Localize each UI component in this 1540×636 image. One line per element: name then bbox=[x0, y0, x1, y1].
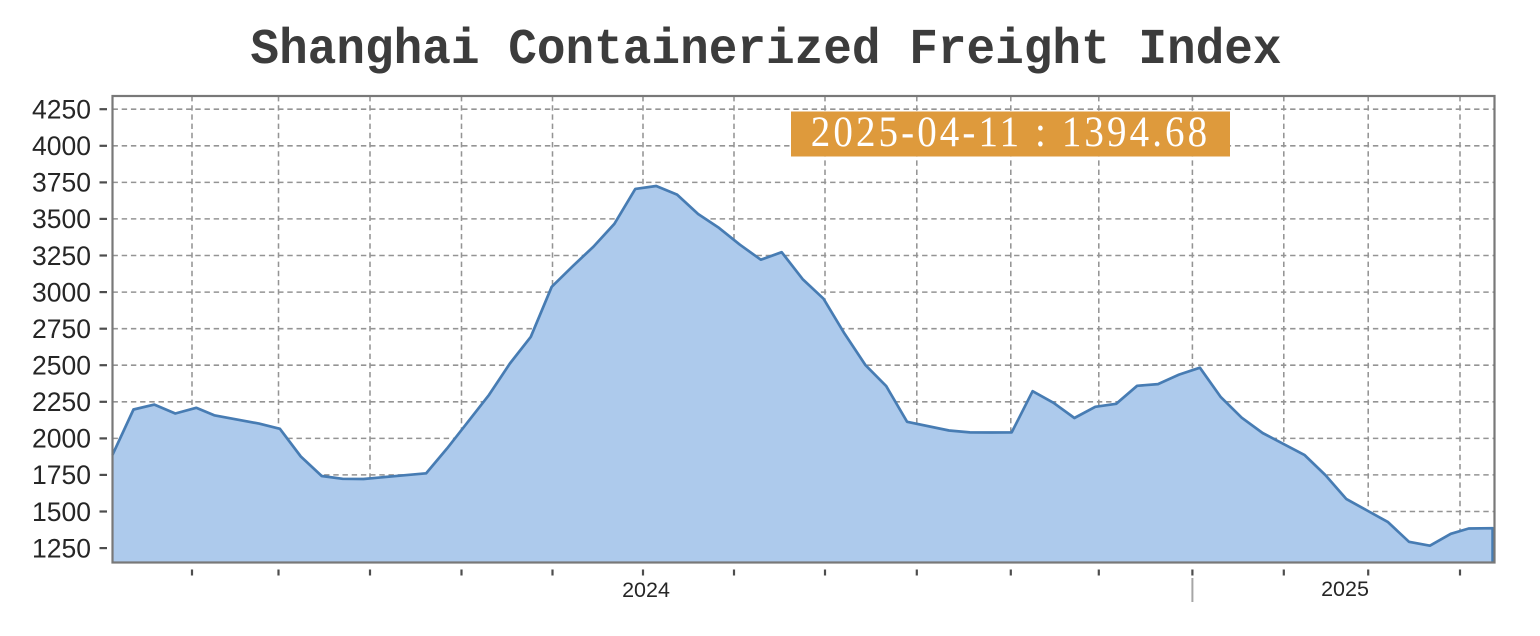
svg-text:1250: 1250 bbox=[32, 533, 91, 563]
svg-text:1750: 1750 bbox=[32, 460, 91, 490]
svg-text:2750: 2750 bbox=[32, 314, 91, 344]
svg-text:4000: 4000 bbox=[32, 131, 91, 161]
svg-text:4250: 4250 bbox=[32, 95, 91, 125]
svg-text:2025: 2025 bbox=[1321, 577, 1369, 601]
svg-text:3500: 3500 bbox=[32, 204, 91, 234]
svg-text:2000: 2000 bbox=[32, 424, 91, 454]
svg-text:1500: 1500 bbox=[32, 497, 91, 527]
svg-text:2250: 2250 bbox=[32, 387, 91, 417]
svg-text:3000: 3000 bbox=[32, 277, 91, 307]
svg-text:2025-04-11 : 1394.68: 2025-04-11 : 1394.68 bbox=[811, 107, 1210, 156]
svg-text:Shanghai Containerized Freight: Shanghai Containerized Freight Index bbox=[250, 21, 1281, 78]
svg-text:2024: 2024 bbox=[622, 578, 670, 602]
svg-text:2500: 2500 bbox=[32, 351, 91, 381]
svg-text:3250: 3250 bbox=[32, 241, 91, 271]
svg-text:3750: 3750 bbox=[32, 168, 91, 198]
